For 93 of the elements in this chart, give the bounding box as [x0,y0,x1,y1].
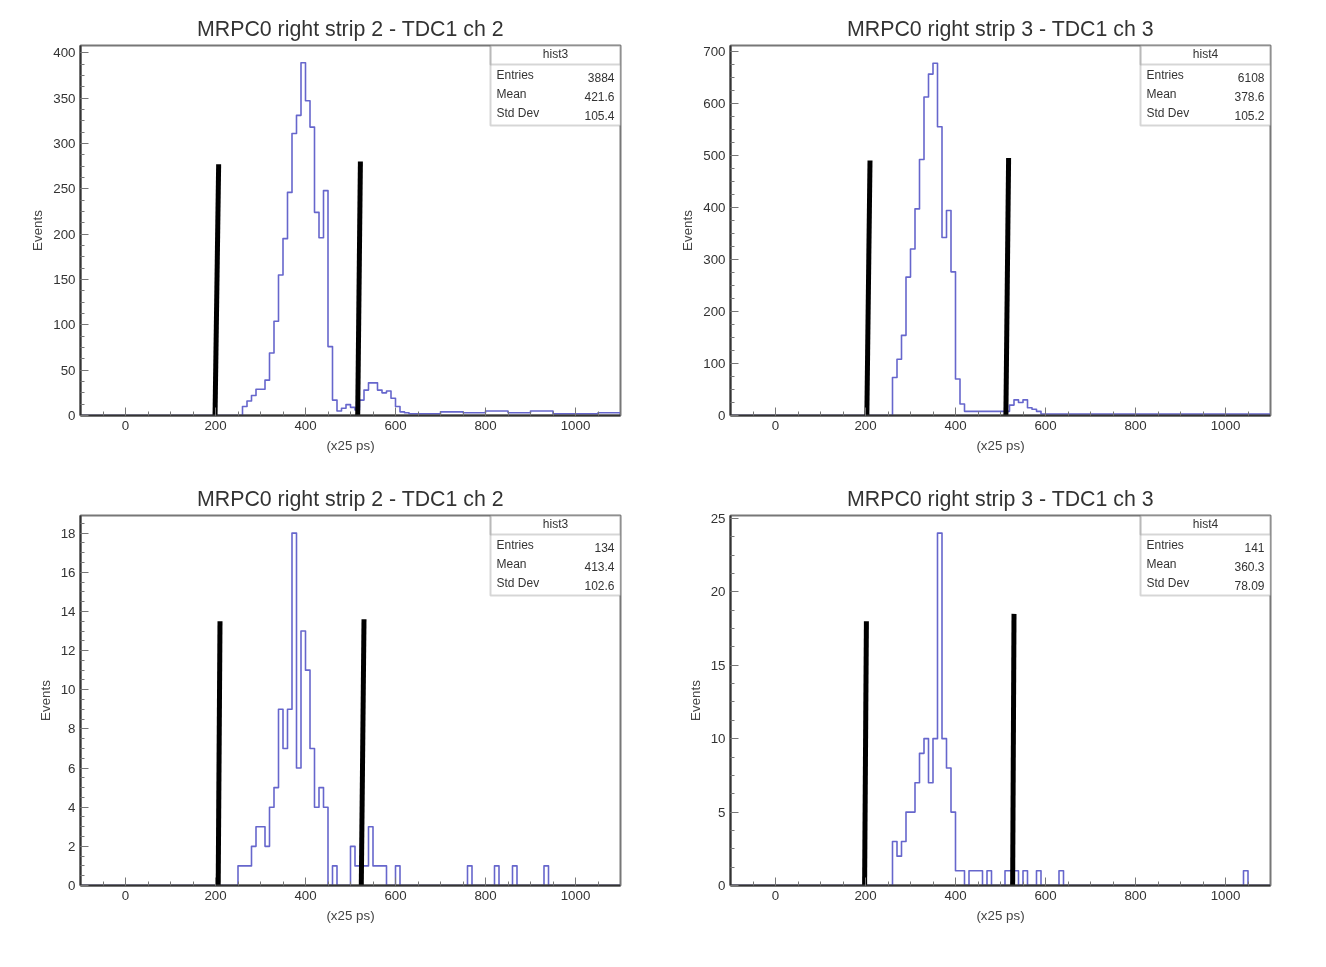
y-tick-label: 400 [53,45,76,61]
y-tick-label: 20 [710,584,726,600]
y-axis-title: Events [37,679,53,721]
annotation: Mean [1146,556,1177,571]
y-tick-label: 6 [68,760,76,776]
annotation: Std Dev [1146,105,1190,120]
x-tick-label: 0 [121,417,130,433]
x-tick-label: 600 [1034,887,1057,903]
x-tick-label: 0 [121,887,130,903]
y-tick-label: 600 [703,95,726,111]
annotation: 78.09 [1234,578,1265,593]
annotation: 360.3 [1234,559,1265,574]
annotation: hist3 [542,46,569,61]
x-axis-title: (x25 ps) [976,437,1025,453]
x-tick-label: 400 [944,417,967,433]
x-tick-label: 800 [474,887,497,903]
annotation: Std Dev [1146,575,1190,590]
x-axis-title: (x25 ps) [326,437,375,453]
annotation: 421.6 [584,89,615,104]
y-tick-label: 100 [53,317,76,333]
annotation: 3884 [587,70,615,85]
annotation: 105.2 [1234,108,1265,123]
chart-title: MRPC0 right strip 2 - TDC1 ch 2 [197,486,504,511]
annotation: Entries [1146,67,1184,82]
y-tick-label: 16 [60,564,76,580]
x-tick-label: 800 [1124,417,1147,433]
annotation: Entries [496,67,534,82]
y-tick-label: 2 [68,838,76,854]
annotation: Std Dev [496,105,540,120]
y-tick-label: 250 [53,181,76,197]
annotation: Std Dev [496,575,540,590]
y-tick-label: 10 [710,731,726,747]
annotation: hist3 [542,516,569,531]
x-tick-label: 400 [944,887,967,903]
annotation: Mean [496,556,527,571]
annotation: 413.4 [584,559,615,574]
annotation: Entries [1146,537,1184,552]
y-tick-label: 18 [60,525,76,541]
y-tick-label: 350 [53,90,76,106]
annotation: 134 [594,540,615,555]
x-tick-label: 600 [1034,417,1057,433]
annotation: hist4 [1192,46,1219,61]
x-tick-label: 200 [854,417,877,433]
y-tick-label: 25 [710,510,726,526]
x-tick-label: 800 [474,417,497,433]
y-tick-label: 400 [703,199,726,215]
annotation: 378.6 [1234,89,1265,104]
x-tick-label: 200 [204,887,227,903]
annotation: Entries [496,537,534,552]
annotation: 102.6 [584,578,615,593]
chart-title: MRPC0 right strip 3 - TDC1 ch 3 [847,486,1154,511]
y-axis-title: Events [680,209,696,251]
y-tick-label: 50 [60,362,76,378]
x-tick-label: 400 [294,887,317,903]
annotation: Mean [496,86,527,101]
y-tick-label: 15 [710,657,726,673]
x-tick-label: 600 [384,887,407,903]
x-tick-label: 1000 [1210,417,1241,433]
y-tick-label: 200 [53,226,76,242]
x-tick-label: 0 [771,417,780,433]
x-tick-label: 1000 [560,417,591,433]
y-tick-label: 4 [68,799,77,815]
y-tick-label: 5 [718,804,726,820]
annotation: hist4 [1192,516,1219,531]
x-tick-label: 1000 [560,887,591,903]
x-tick-label: 600 [384,417,407,433]
y-tick-label: 500 [703,147,726,163]
y-tick-label: 200 [703,303,726,319]
chart-title: MRPC0 right strip 2 - TDC1 ch 2 [197,16,504,41]
x-axis-title: (x25 ps) [976,907,1025,923]
x-tick-label: 200 [854,887,877,903]
annotation: 141 [1244,540,1265,555]
x-tick-label: 0 [771,887,780,903]
y-axis-title: Events [687,679,703,721]
y-tick-label: 100 [703,355,726,371]
x-tick-label: 1000 [1210,887,1241,903]
chart-title: MRPC0 right strip 3 - TDC1 ch 3 [847,16,1154,41]
y-tick-label: 150 [53,271,76,287]
annotation: 6108 [1237,70,1265,85]
y-axis-title: Events [30,209,46,251]
y-tick-label: 12 [60,643,76,659]
x-tick-label: 400 [294,417,317,433]
y-tick-label: 8 [68,721,76,737]
x-tick-label: 800 [1124,887,1147,903]
annotation: 105.4 [584,108,615,123]
y-tick-label: 10 [60,682,76,698]
y-tick-label: 14 [60,603,77,619]
x-tick-label: 200 [204,417,227,433]
y-tick-label: 700 [703,43,726,59]
y-tick-label: 300 [53,135,76,151]
y-tick-label: 300 [703,251,726,267]
x-axis-title: (x25 ps) [326,907,375,923]
annotation: Mean [1146,86,1177,101]
